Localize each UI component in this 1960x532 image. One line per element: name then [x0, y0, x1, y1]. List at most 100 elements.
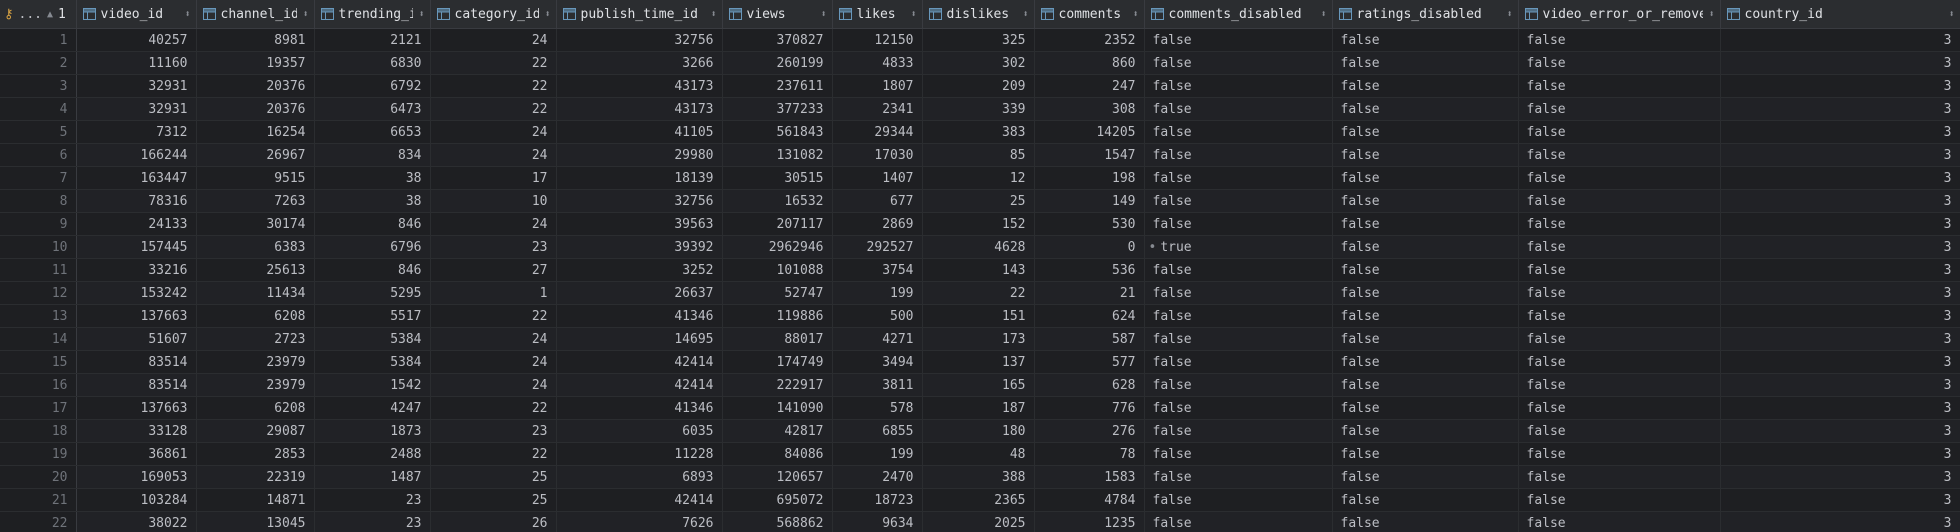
cell-trending-id[interactable]: 2488 [314, 442, 431, 466]
cell-country-id[interactable]: 3 [1720, 74, 1960, 98]
column-header-publish-time-id[interactable]: publish_time_id ⬍ [556, 0, 723, 29]
row-number-header[interactable]: ⚷ ... ▲ 1 [0, 0, 77, 29]
cell-views[interactable]: 561843 [722, 120, 833, 144]
cell-trending-id[interactable]: 846 [314, 258, 431, 282]
sort-arrows-icon[interactable]: ⬍ [1320, 8, 1326, 20]
cell-publish-time-id[interactable]: 43173 [556, 97, 723, 121]
cell-views[interactable]: 222917 [722, 373, 833, 397]
row-number[interactable]: 15 [0, 350, 77, 374]
cell-ratings-disabled[interactable]: false [1332, 258, 1519, 282]
cell-trending-id[interactable]: 834 [314, 143, 431, 167]
cell-comments-disabled[interactable]: false [1144, 304, 1333, 328]
cell-publish-time-id[interactable]: 39392 [556, 235, 723, 259]
cell-ratings-disabled[interactable]: false [1332, 465, 1519, 489]
cell-comments-disabled[interactable]: false [1144, 465, 1333, 489]
cell-category-id[interactable]: 24 [430, 327, 557, 351]
cell-country-id[interactable]: 3 [1720, 442, 1960, 466]
cell-dislikes[interactable]: 2025 [922, 511, 1035, 532]
table-row[interactable]: 5 7312 16254 6653 24 41105 561843 29344 383 14205… [0, 120, 1960, 144]
cell-country-id[interactable]: 3 [1720, 51, 1960, 75]
cell-video-error-or-removed[interactable]: false [1518, 166, 1721, 190]
cell-dislikes[interactable]: 4628 [922, 235, 1035, 259]
cell-publish-time-id[interactable]: 29980 [556, 143, 723, 167]
cell-video-id[interactable]: 163447 [76, 166, 197, 190]
cell-comments-disabled[interactable]: false [1144, 327, 1333, 351]
cell-ratings-disabled[interactable]: false [1332, 235, 1519, 259]
row-number[interactable]: 9 [0, 212, 77, 236]
cell-country-id[interactable]: 3 [1720, 465, 1960, 489]
cell-comments[interactable]: 21 [1034, 281, 1145, 305]
cell-country-id[interactable]: 3 [1720, 143, 1960, 167]
cell-likes[interactable]: 4271 [832, 327, 923, 351]
cell-trending-id[interactable]: 5517 [314, 304, 431, 328]
cell-comments-disabled[interactable]: false [1144, 258, 1333, 282]
cell-likes[interactable]: 2869 [832, 212, 923, 236]
cell-comments[interactable]: 14205 [1034, 120, 1145, 144]
table-row[interactable]: 17 137663 6208 4247 22 41346 141090 578 187 776 fa… [0, 396, 1960, 420]
cell-views[interactable]: 119886 [722, 304, 833, 328]
cell-comments-disabled[interactable]: false [1144, 166, 1333, 190]
table-row[interactable]: 14 51607 2723 5384 24 14695 88017 4271 173 587 fal… [0, 327, 1960, 351]
cell-comments-disabled[interactable]: false [1144, 28, 1333, 52]
cell-ratings-disabled[interactable]: false [1332, 74, 1519, 98]
cell-publish-time-id[interactable]: 6893 [556, 465, 723, 489]
row-number[interactable]: 3 [0, 74, 77, 98]
column-header-video-error-or-removed[interactable]: video_error_or_removed ⬍ [1518, 0, 1721, 29]
cell-views[interactable]: 42817 [722, 419, 833, 443]
cell-comments-disabled[interactable]: false [1144, 511, 1333, 532]
cell-views[interactable]: 16532 [722, 189, 833, 213]
column-header-country-id[interactable]: country_id ⬍ [1720, 0, 1960, 29]
cell-video-error-or-removed[interactable]: false [1518, 212, 1721, 236]
row-number[interactable]: 14 [0, 327, 77, 351]
cell-publish-time-id[interactable]: 26637 [556, 281, 723, 305]
sort-ascending-icon[interactable]: ▲ [47, 8, 54, 20]
cell-category-id[interactable]: 27 [430, 258, 557, 282]
cell-comments[interactable]: 2352 [1034, 28, 1145, 52]
cell-country-id[interactable]: 3 [1720, 212, 1960, 236]
cell-trending-id[interactable]: 1542 [314, 373, 431, 397]
cell-category-id[interactable]: 24 [430, 28, 557, 52]
row-number[interactable]: 4 [0, 97, 77, 121]
row-number[interactable]: 21 [0, 488, 77, 512]
cell-trending-id[interactable]: 23 [314, 511, 431, 532]
cell-video-id[interactable]: 83514 [76, 373, 197, 397]
cell-trending-id[interactable]: 2121 [314, 28, 431, 52]
cell-ratings-disabled[interactable]: false [1332, 442, 1519, 466]
cell-video-error-or-removed[interactable]: false [1518, 97, 1721, 121]
cell-category-id[interactable]: 22 [430, 97, 557, 121]
cell-dislikes[interactable]: 85 [922, 143, 1035, 167]
cell-publish-time-id[interactable]: 32756 [556, 189, 723, 213]
cell-comments[interactable]: 78 [1034, 442, 1145, 466]
cell-comments[interactable]: 536 [1034, 258, 1145, 282]
cell-likes[interactable]: 199 [832, 281, 923, 305]
cell-dislikes[interactable]: 22 [922, 281, 1035, 305]
cell-comments-disabled[interactable]: false [1144, 350, 1333, 374]
cell-likes[interactable]: 578 [832, 396, 923, 420]
cell-views[interactable]: 370827 [722, 28, 833, 52]
cell-likes[interactable]: 1407 [832, 166, 923, 190]
cell-country-id[interactable]: 3 [1720, 166, 1960, 190]
cell-video-error-or-removed[interactable]: false [1518, 350, 1721, 374]
cell-video-error-or-removed[interactable]: false [1518, 74, 1721, 98]
cell-comments-disabled[interactable]: false [1144, 189, 1333, 213]
cell-trending-id[interactable]: 5295 [314, 281, 431, 305]
cell-ratings-disabled[interactable]: false [1332, 488, 1519, 512]
column-header-category-id[interactable]: category_id ⬍ [430, 0, 557, 29]
cell-comments-disabled[interactable]: false [1144, 419, 1333, 443]
cell-views[interactable]: 52747 [722, 281, 833, 305]
cell-views[interactable]: 260199 [722, 51, 833, 75]
cell-category-id[interactable]: 24 [430, 120, 557, 144]
cell-comments-disabled[interactable]: false [1144, 74, 1333, 98]
cell-video-error-or-removed[interactable]: false [1518, 465, 1721, 489]
cell-channel-id[interactable]: 20376 [196, 97, 315, 121]
cell-channel-id[interactable]: 23979 [196, 350, 315, 374]
cell-likes[interactable]: 4833 [832, 51, 923, 75]
table-row[interactable]: 19 36861 2853 2488 22 11228 84086 199 48 78 false f… [0, 442, 1960, 466]
row-number[interactable]: 8 [0, 189, 77, 213]
cell-ratings-disabled[interactable]: false [1332, 419, 1519, 443]
cell-dislikes[interactable]: 12 [922, 166, 1035, 190]
cell-publish-time-id[interactable]: 42414 [556, 350, 723, 374]
cell-trending-id[interactable]: 6796 [314, 235, 431, 259]
cell-channel-id[interactable]: 13045 [196, 511, 315, 532]
cell-likes[interactable]: 9634 [832, 511, 923, 532]
